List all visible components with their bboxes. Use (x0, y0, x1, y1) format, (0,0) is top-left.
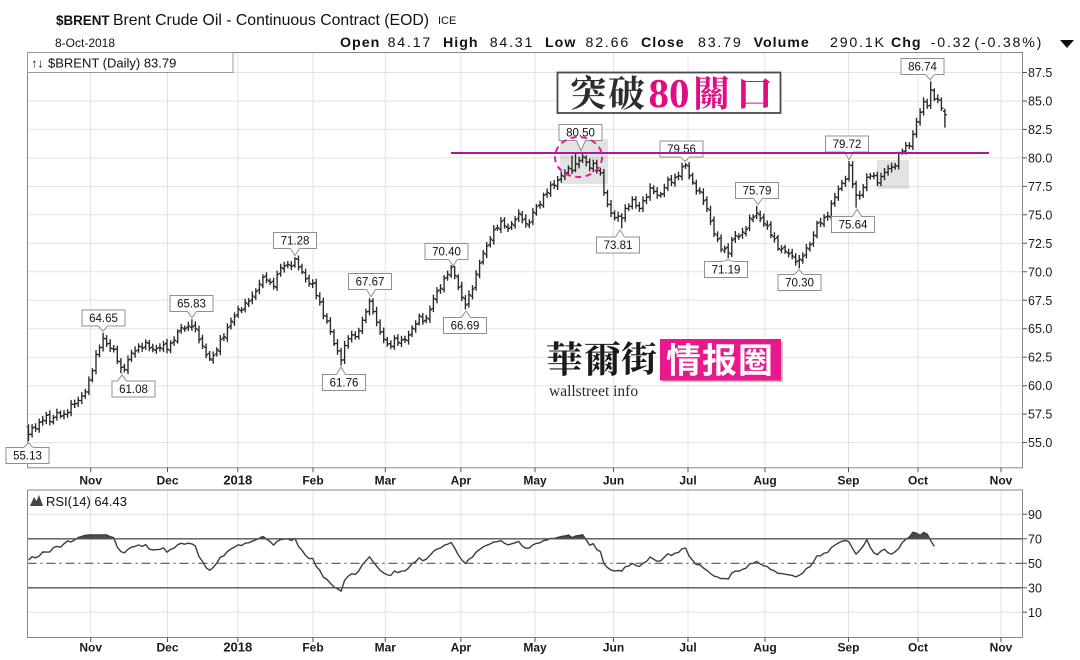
svg-text:65.0: 65.0 (1028, 322, 1052, 336)
svg-text:64.65: 64.65 (89, 313, 118, 325)
svg-text:75.0: 75.0 (1028, 208, 1052, 222)
svg-text:55.13: 55.13 (13, 451, 42, 463)
svg-text:2018: 2018 (223, 473, 252, 488)
svg-text:290.1K: 290.1K (830, 35, 886, 51)
svg-text:Aug: Aug (753, 641, 776, 655)
svg-text:30: 30 (1028, 581, 1042, 595)
svg-text:Sep: Sep (837, 474, 859, 488)
svg-text:50: 50 (1028, 557, 1042, 571)
svg-text:Open: Open (340, 35, 380, 51)
svg-text:May: May (523, 474, 547, 488)
svg-text:10: 10 (1028, 606, 1042, 620)
svg-text:Nov: Nov (79, 474, 102, 488)
svg-text:Oct: Oct (908, 641, 928, 655)
svg-text:70.30: 70.30 (785, 278, 814, 290)
svg-text:82.5: 82.5 (1028, 123, 1052, 137)
svg-text:65.83: 65.83 (177, 299, 206, 311)
svg-text:Sep: Sep (837, 641, 859, 655)
svg-text:80.0: 80.0 (1028, 151, 1052, 165)
svg-text:-0.32: -0.32 (931, 35, 972, 51)
svg-text:71.19: 71.19 (712, 265, 741, 277)
svg-text:Mar: Mar (375, 474, 397, 488)
svg-text:ICE: ICE (438, 15, 456, 27)
svg-text:$BRENT (Daily) 83.79: $BRENT (Daily) 83.79 (48, 56, 176, 71)
svg-text:82.66: 82.66 (586, 35, 631, 51)
svg-text:Jun: Jun (603, 641, 624, 655)
svg-text:61.08: 61.08 (119, 384, 148, 396)
svg-text:High: High (443, 35, 479, 51)
svg-text:70.40: 70.40 (432, 247, 461, 259)
svg-text:67.5: 67.5 (1028, 294, 1052, 308)
svg-text:$BRENT: $BRENT (56, 13, 110, 28)
svg-text:Nov: Nov (79, 641, 102, 655)
svg-text:72.5: 72.5 (1028, 237, 1052, 251)
svg-text:84.31: 84.31 (490, 35, 535, 51)
svg-text:Chg: Chg (891, 35, 922, 51)
svg-text:Low: Low (545, 35, 576, 51)
svg-text:(-0.38%): (-0.38%) (974, 35, 1043, 51)
svg-text:71.28: 71.28 (281, 236, 310, 248)
svg-text:RSI(14) 64.43: RSI(14) 64.43 (46, 494, 127, 509)
svg-text:87.5: 87.5 (1028, 66, 1052, 80)
svg-text:2018: 2018 (223, 640, 252, 655)
svg-text:8-Oct-2018: 8-Oct-2018 (55, 36, 115, 50)
svg-text:84.17: 84.17 (388, 35, 433, 51)
svg-text:83.79: 83.79 (698, 35, 743, 51)
svg-text:61.76: 61.76 (330, 378, 359, 390)
svg-text:55.0: 55.0 (1028, 436, 1052, 450)
svg-text:66.69: 66.69 (451, 321, 480, 333)
svg-text:75.79: 75.79 (743, 186, 772, 198)
svg-text:Brent Crude Oil - Continuous C: Brent Crude Oil - Continuous Contract (E… (113, 12, 429, 29)
svg-text:Nov: Nov (990, 474, 1013, 488)
svg-text:86.74: 86.74 (908, 62, 937, 74)
svg-text:Jul: Jul (679, 641, 696, 655)
svg-text:77.5: 77.5 (1028, 180, 1052, 194)
svg-text:75.64: 75.64 (839, 220, 868, 232)
svg-text:Jul: Jul (679, 474, 696, 488)
svg-text:Apr: Apr (451, 641, 472, 655)
svg-text:wallstreet info: wallstreet info (549, 383, 638, 400)
svg-text:↑↓: ↑↓ (31, 57, 44, 71)
svg-text:Jun: Jun (603, 474, 624, 488)
svg-text:70: 70 (1028, 532, 1042, 546)
svg-text:Aug: Aug (753, 474, 776, 488)
svg-text:Mar: Mar (375, 641, 397, 655)
svg-text:90: 90 (1028, 508, 1042, 522)
svg-text:67.67: 67.67 (356, 277, 385, 289)
svg-text:73.81: 73.81 (604, 240, 633, 252)
svg-text:Dec: Dec (156, 474, 178, 488)
svg-text:70.0: 70.0 (1028, 265, 1052, 279)
svg-text:Apr: Apr (451, 474, 472, 488)
svg-text:62.5: 62.5 (1028, 351, 1052, 365)
svg-text:79.72: 79.72 (833, 139, 862, 151)
svg-text:80: 80 (649, 70, 690, 116)
svg-text:85.0: 85.0 (1028, 95, 1052, 109)
svg-text:80.50: 80.50 (566, 128, 595, 140)
svg-text:Oct: Oct (908, 474, 928, 488)
svg-text:Feb: Feb (302, 474, 323, 488)
svg-text:Dec: Dec (156, 641, 178, 655)
svg-text:Volume: Volume (754, 35, 810, 51)
svg-text:60.0: 60.0 (1028, 379, 1052, 393)
svg-text:57.5: 57.5 (1028, 408, 1052, 422)
svg-text:May: May (523, 641, 547, 655)
svg-text:Close: Close (641, 35, 685, 51)
svg-text:Feb: Feb (302, 641, 323, 655)
svg-text:Nov: Nov (990, 641, 1013, 655)
svg-text:79.56: 79.56 (667, 144, 696, 156)
